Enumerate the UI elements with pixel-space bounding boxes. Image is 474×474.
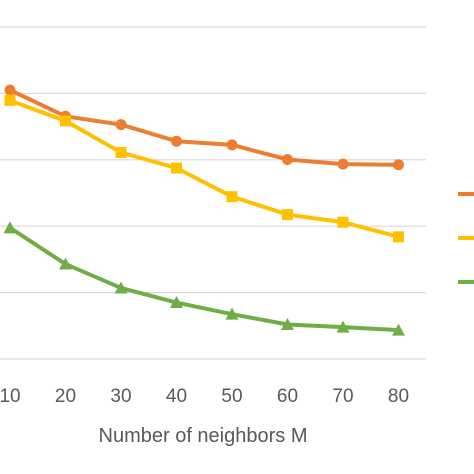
series-2: [4, 94, 404, 243]
data-point: [336, 320, 350, 333]
data-point: [337, 216, 349, 228]
data-point: [114, 281, 128, 294]
data-point: [393, 231, 404, 243]
data-point: [281, 317, 294, 330]
data-point: [282, 153, 293, 165]
series-1-line: [9, 88, 399, 167]
data-point: [393, 159, 404, 171]
series-3: [3, 221, 405, 336]
x-tick-label: 20: [55, 386, 76, 407]
legend: [458, 192, 474, 284]
data-point: [225, 307, 239, 320]
gridlines: [0, 26, 426, 360]
data-point: [226, 139, 238, 151]
data-point: [60, 115, 71, 127]
data-point: [170, 296, 183, 309]
x-axis-title: Number of neighbors M: [99, 425, 308, 447]
x-tick-labels: 10 20 30 40 50 60 70 80: [0, 386, 409, 407]
series-layer: [3, 84, 405, 336]
x-tick-label: 50: [221, 386, 242, 407]
data-point: [337, 158, 349, 170]
data-point: [282, 209, 293, 221]
data-point: [226, 191, 238, 203]
data-point: [3, 221, 17, 234]
x-tick-label: 60: [277, 386, 298, 407]
data-point: [171, 162, 182, 174]
data-point: [115, 146, 127, 158]
series-2-line: [9, 98, 400, 239]
x-tick-label: 10: [0, 386, 21, 407]
series-3-line: [8, 226, 399, 333]
x-tick-label: 70: [332, 386, 353, 407]
x-tick-label: 80: [388, 386, 409, 407]
data-point: [4, 84, 16, 96]
data-point: [392, 323, 405, 336]
x-tick-label: 40: [166, 386, 187, 407]
data-point: [59, 257, 72, 270]
data-point: [4, 94, 16, 106]
series-1: [4, 84, 404, 171]
x-tick-label: 30: [110, 386, 131, 407]
data-point: [171, 135, 182, 147]
data-point: [115, 119, 127, 131]
